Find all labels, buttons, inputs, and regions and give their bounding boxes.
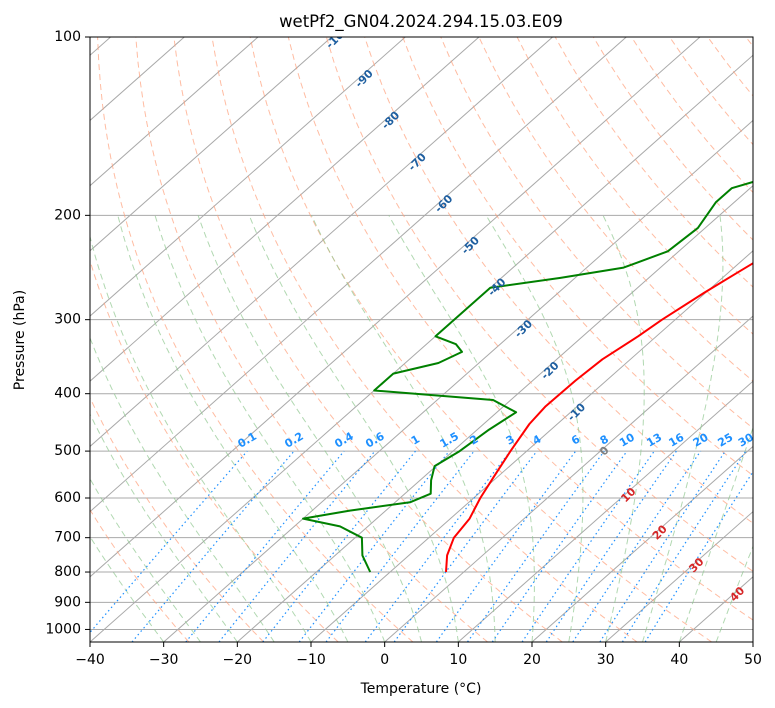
temperature-trace — [445, 262, 753, 573]
mixing-ratio-line — [364, 450, 511, 642]
isotherm-gridline — [90, 37, 332, 252]
dry-adiabat-line — [90, 508, 190, 642]
moist-adiabat-line — [117, 215, 349, 642]
isotherm-gridline — [90, 37, 259, 187]
y-tick-label: 400 — [54, 386, 81, 402]
dry-adiabat-line — [249, 37, 712, 642]
isotherm-gridline — [605, 510, 753, 642]
axes-layer: −40 −30 −20 −10 0 10 20 30 40 50 100 200 300 400 500 60… — [45, 29, 762, 668]
y-tick-label: 300 — [54, 312, 81, 328]
moist-adiabat-line — [248, 215, 459, 642]
moist-adiabat-line — [197, 215, 422, 642]
mixing-ratio-line — [572, 450, 702, 642]
mixing-ratio-line — [599, 450, 726, 642]
moist-adiabat-line — [90, 477, 201, 642]
dry-adiabat-line — [478, 37, 753, 382]
x-tick-label: 0 — [380, 652, 389, 668]
moist-adiabat-line — [388, 215, 535, 642]
isotherm-gridline — [531, 445, 753, 642]
x-tick-label: 20 — [523, 652, 541, 668]
x-tick-label: −30 — [149, 652, 179, 668]
isotherm-gridline — [90, 37, 553, 448]
y-tick-label: 700 — [54, 530, 81, 546]
isotherm-gridline — [163, 119, 753, 642]
mixing-ratio-line — [491, 450, 628, 642]
dry-adiabat-line — [516, 37, 753, 335]
y-tick-label: 800 — [54, 564, 81, 580]
plot-frame — [89, 36, 754, 643]
mixing-ratio-line — [298, 450, 450, 642]
isotherm-gridline — [384, 315, 753, 642]
y-tick-label: 500 — [54, 443, 81, 459]
y-tick-label: 1000 — [45, 621, 81, 637]
isotherm-gridline — [236, 184, 753, 642]
dry-adiabat-line — [287, 37, 753, 621]
moist-adiabat-line — [90, 336, 275, 642]
dry-adiabat-line — [325, 37, 753, 572]
x-tick-label: −10 — [296, 652, 326, 668]
dry-adiabat-line — [173, 37, 563, 642]
mixing-ratio-label: 30 — [736, 430, 756, 449]
mixing-ratio-line — [521, 450, 655, 642]
y-tick-label: 600 — [54, 490, 81, 506]
x-tick-label: 30 — [597, 652, 615, 668]
mixing-ratio-line — [262, 450, 416, 642]
isotherm-gridline — [310, 250, 753, 642]
y-axis-title: Pressure (hPa) — [12, 290, 28, 390]
moist-adiabat-line — [311, 215, 496, 642]
x-tick-label: −20 — [223, 652, 253, 668]
moist-adiabat-line — [154, 215, 386, 642]
dry-adiabat-line — [402, 37, 753, 477]
x-tick-label: 40 — [670, 652, 688, 668]
dry-adiabat-line — [135, 37, 488, 642]
y-tick-label: 200 — [54, 207, 81, 223]
isotherm-gridline — [90, 37, 701, 578]
dry-adiabat-line — [97, 37, 414, 642]
isotherm-gridline — [457, 380, 753, 642]
chart-title: wetPf2_GN04.2024.294.15.03.E09 — [279, 12, 563, 32]
moist-adiabat-line — [90, 413, 238, 642]
mixing-ratio-line — [218, 450, 376, 642]
y-tick-label: 900 — [54, 594, 81, 610]
moist-adiabat-line — [678, 426, 753, 642]
x-axis-title: Temperature (°C) — [360, 681, 482, 697]
isotherm-gridline — [90, 37, 627, 513]
dewpoint-trace — [302, 180, 753, 573]
y-tick-label: 100 — [54, 29, 81, 45]
isotherm-gridline — [90, 37, 406, 317]
plot-area: -100-90-80-70-60-50-40-30-20-100.1 0.2 0.4… — [90, 37, 756, 642]
dry-adiabat-line — [211, 37, 638, 642]
moist-adiabat-line — [485, 215, 584, 642]
mixing-ratio-line — [644, 470, 753, 642]
mixing-ratio-line — [467, 450, 605, 642]
dry-adiabat-line — [554, 37, 753, 288]
x-tick-label: 10 — [449, 652, 467, 668]
dry-adiabat-line — [440, 37, 753, 429]
mixing-ratio-line — [621, 450, 747, 642]
moist-adiabat-line — [90, 234, 312, 642]
moist-adiabat-line — [602, 215, 645, 642]
mixing-ratio-line — [545, 450, 677, 642]
x-tick-label: 50 — [744, 652, 762, 668]
isotherm-gridline — [90, 37, 480, 382]
dry-adiabat-line — [364, 37, 753, 524]
x-tick-label: −40 — [75, 652, 105, 668]
